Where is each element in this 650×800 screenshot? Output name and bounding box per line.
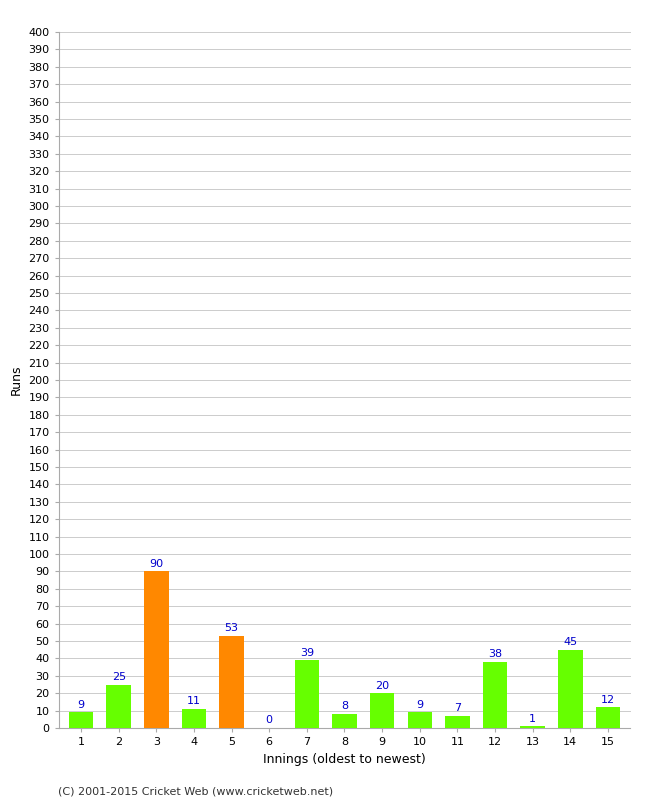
- Text: 0: 0: [266, 715, 273, 726]
- Text: 25: 25: [112, 672, 125, 682]
- Bar: [182, 709, 206, 728]
- Text: 45: 45: [564, 637, 577, 647]
- Text: 9: 9: [77, 700, 84, 710]
- Bar: [408, 712, 432, 728]
- Bar: [220, 636, 244, 728]
- Bar: [69, 712, 94, 728]
- Text: 20: 20: [375, 681, 389, 690]
- Bar: [294, 660, 319, 728]
- Bar: [595, 707, 620, 728]
- Text: 53: 53: [225, 623, 239, 633]
- Bar: [144, 571, 168, 728]
- Text: 1: 1: [529, 714, 536, 724]
- Text: 39: 39: [300, 647, 314, 658]
- Text: 8: 8: [341, 702, 348, 711]
- Bar: [521, 726, 545, 728]
- Bar: [558, 650, 582, 728]
- Bar: [370, 693, 395, 728]
- Y-axis label: Runs: Runs: [10, 365, 23, 395]
- Text: 38: 38: [488, 650, 502, 659]
- Text: 12: 12: [601, 694, 615, 705]
- Bar: [332, 714, 357, 728]
- Bar: [107, 685, 131, 728]
- X-axis label: Innings (oldest to newest): Innings (oldest to newest): [263, 753, 426, 766]
- Text: 9: 9: [416, 700, 423, 710]
- Bar: [483, 662, 507, 728]
- Text: 11: 11: [187, 696, 201, 706]
- Text: (C) 2001-2015 Cricket Web (www.cricketweb.net): (C) 2001-2015 Cricket Web (www.cricketwe…: [58, 786, 333, 796]
- Text: 7: 7: [454, 703, 461, 714]
- Text: 90: 90: [150, 558, 163, 569]
- Bar: [445, 716, 469, 728]
